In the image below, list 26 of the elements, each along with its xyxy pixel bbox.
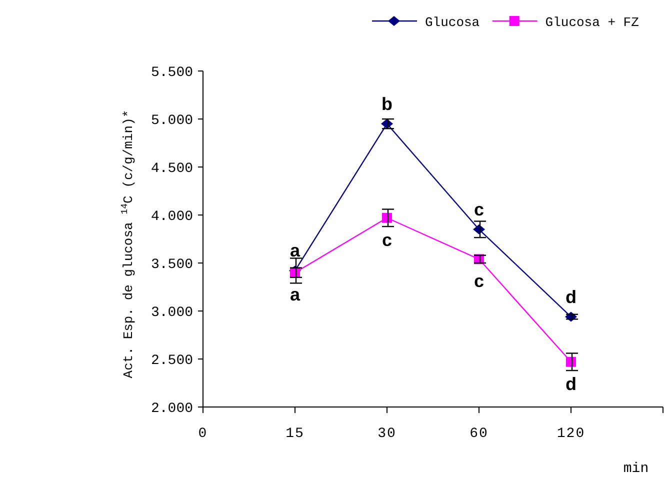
y-tick-label: 2.000 (150, 401, 193, 417)
x-tick-label: 60 (470, 426, 488, 442)
annotation: a (290, 284, 301, 305)
x-tick-label: 0 (198, 426, 208, 442)
x-tick-label: 30 (378, 426, 396, 442)
y-tick-label: 4.000 (150, 209, 193, 225)
annotation: b (382, 94, 392, 114)
y-tick-label: 3.000 (150, 305, 193, 321)
annotation: d (566, 286, 576, 307)
annotation: c (474, 271, 484, 292)
annotation: c (474, 199, 484, 220)
legend-label: Glucosa (425, 15, 480, 30)
annotation: c (382, 230, 392, 250)
point (566, 356, 576, 367)
legend-label: Glucosa + FZ (545, 15, 640, 30)
y-tick-label: 4.500 (150, 161, 193, 177)
y-tick-label: 5.500 (150, 65, 193, 81)
x-axis-title: min (623, 461, 649, 477)
x-tick-label: 15 (286, 426, 304, 442)
y-tick-label: 3.500 (150, 257, 193, 273)
annotation: a (290, 240, 301, 261)
annotation: d (566, 374, 576, 394)
point (382, 212, 392, 223)
y-tick-label: 5.000 (150, 113, 193, 129)
y-tick-label: 2.500 (150, 353, 193, 369)
x-tick-label: 120 (556, 426, 586, 442)
